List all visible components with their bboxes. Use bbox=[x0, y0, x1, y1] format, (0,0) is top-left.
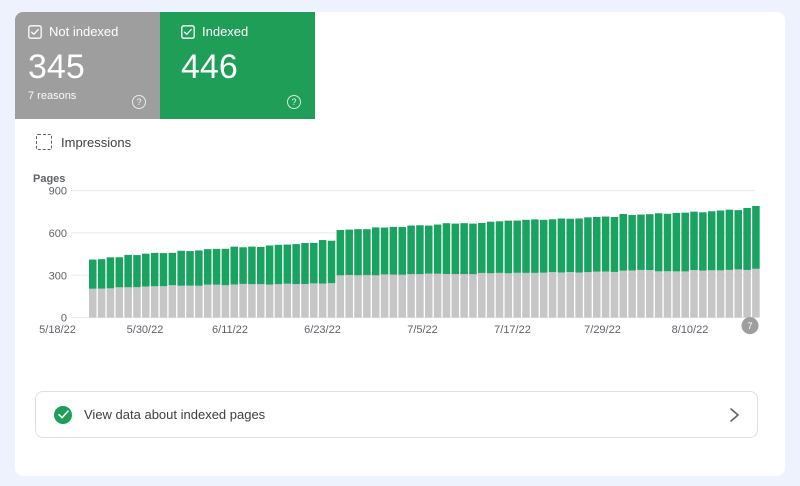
svg-text:7/17/22: 7/17/22 bbox=[494, 324, 531, 336]
svg-text:8/10/22: 8/10/22 bbox=[672, 324, 709, 336]
svg-text:600: 600 bbox=[49, 228, 67, 240]
svg-text:7/29/22: 7/29/22 bbox=[584, 324, 621, 336]
svg-text:0: 0 bbox=[61, 313, 67, 325]
svg-text:300: 300 bbox=[49, 270, 67, 282]
svg-text:5/30/22: 5/30/22 bbox=[127, 324, 164, 336]
svg-text:6/11/22: 6/11/22 bbox=[212, 324, 248, 336]
svg-text:7/5/22: 7/5/22 bbox=[407, 324, 438, 336]
svg-text:7: 7 bbox=[747, 321, 752, 332]
svg-text:900: 900 bbox=[49, 186, 67, 198]
svg-text:6/23/22: 6/23/22 bbox=[304, 324, 341, 336]
svg-text:5/18/22: 5/18/22 bbox=[39, 324, 76, 336]
